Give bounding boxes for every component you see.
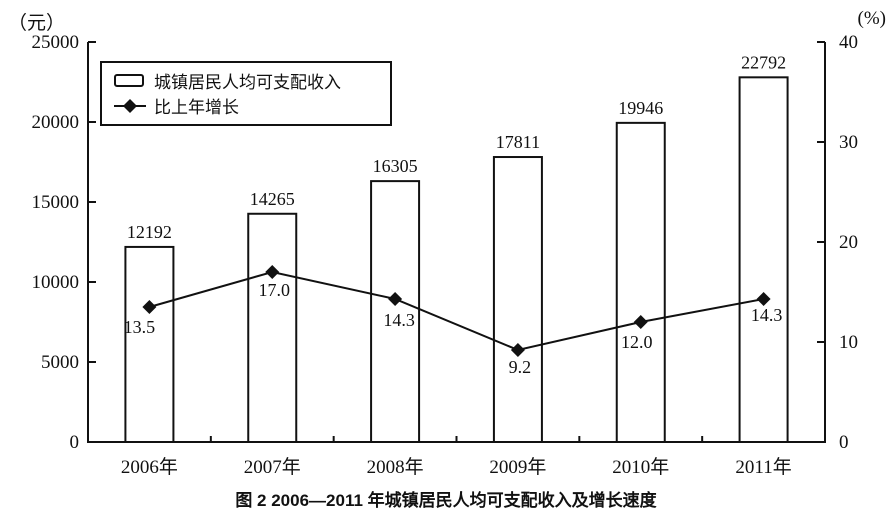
growth-value-label: 9.2 bbox=[509, 357, 532, 377]
growth-value-label: 17.0 bbox=[259, 280, 291, 300]
growth-value-label: 12.0 bbox=[621, 332, 653, 352]
bar-swatch-icon bbox=[114, 74, 144, 87]
growth-value-label: 14.3 bbox=[751, 305, 783, 325]
bar-2009年 bbox=[492, 156, 543, 444]
chart-legend: 城镇居民人均可支配收入 比上年增长 bbox=[100, 61, 392, 126]
bar-value-label: 17811 bbox=[496, 132, 540, 152]
right-axis-unit-label: (%) bbox=[857, 8, 886, 29]
growth-value-label: 14.3 bbox=[383, 310, 415, 330]
left-axis-tick-label: 10000 bbox=[32, 272, 80, 293]
x-axis-category-label: 2011年 bbox=[735, 456, 791, 478]
bar-2007年 bbox=[247, 212, 298, 443]
right-axis-tick-label: 40 bbox=[839, 32, 858, 53]
growth-point-marker bbox=[142, 300, 157, 314]
x-axis-category-label: 2007年 bbox=[244, 456, 301, 478]
left-axis-tick-label: 15000 bbox=[32, 192, 80, 213]
bar-value-label: 16305 bbox=[373, 156, 418, 176]
growth-line bbox=[149, 270, 764, 352]
x-axis-category-label: 2006年 bbox=[121, 456, 178, 478]
left-axis-unit-label: （元） bbox=[8, 13, 66, 34]
bar-2008年 bbox=[370, 180, 421, 443]
left-axis-tick-label: 20000 bbox=[32, 112, 80, 133]
bar-value-label: 22792 bbox=[741, 52, 786, 72]
legend-line-label: 比上年增长 bbox=[154, 98, 239, 117]
bar-2006年 bbox=[124, 245, 175, 443]
right-axis-tick-label: 30 bbox=[839, 132, 858, 153]
left-axis-tick-label: 0 bbox=[70, 432, 80, 453]
line-diamond-swatch-icon bbox=[114, 98, 146, 114]
bar-value-label: 12192 bbox=[127, 222, 172, 242]
growth-point-marker bbox=[265, 265, 280, 279]
x-axis-category-label: 2009年 bbox=[489, 456, 546, 478]
left-axis-tick-label: 25000 bbox=[32, 32, 80, 53]
bar-value-label: 19946 bbox=[618, 98, 663, 118]
bar-value-label: 14265 bbox=[250, 189, 295, 209]
growth-point-marker bbox=[510, 343, 525, 357]
bar-2010年 bbox=[615, 121, 666, 443]
right-axis-tick-label: 10 bbox=[839, 332, 858, 353]
right-axis-tick-label: 0 bbox=[839, 432, 849, 453]
legend-bar-label: 城镇居民人均可支配收入 bbox=[154, 73, 341, 92]
x-axis-category-label: 2008年 bbox=[367, 456, 424, 478]
left-axis-tick-label: 5000 bbox=[41, 352, 79, 373]
x-axis-category-label: 2010年 bbox=[612, 456, 669, 478]
legend-row-line: 比上年增长 bbox=[114, 93, 380, 118]
bar-2011年 bbox=[738, 76, 789, 443]
figure-caption: 图 2 2006—2011 年城镇居民人均可支配收入及增长速度 bbox=[235, 491, 657, 510]
growth-point-marker bbox=[633, 315, 648, 329]
growth-point-marker bbox=[756, 292, 771, 306]
right-axis-tick-label: 20 bbox=[839, 232, 858, 253]
growth-point-marker bbox=[388, 292, 403, 306]
growth-value-label: 13.5 bbox=[124, 317, 156, 337]
legend-row-bar: 城镇居民人均可支配收入 bbox=[114, 68, 380, 93]
